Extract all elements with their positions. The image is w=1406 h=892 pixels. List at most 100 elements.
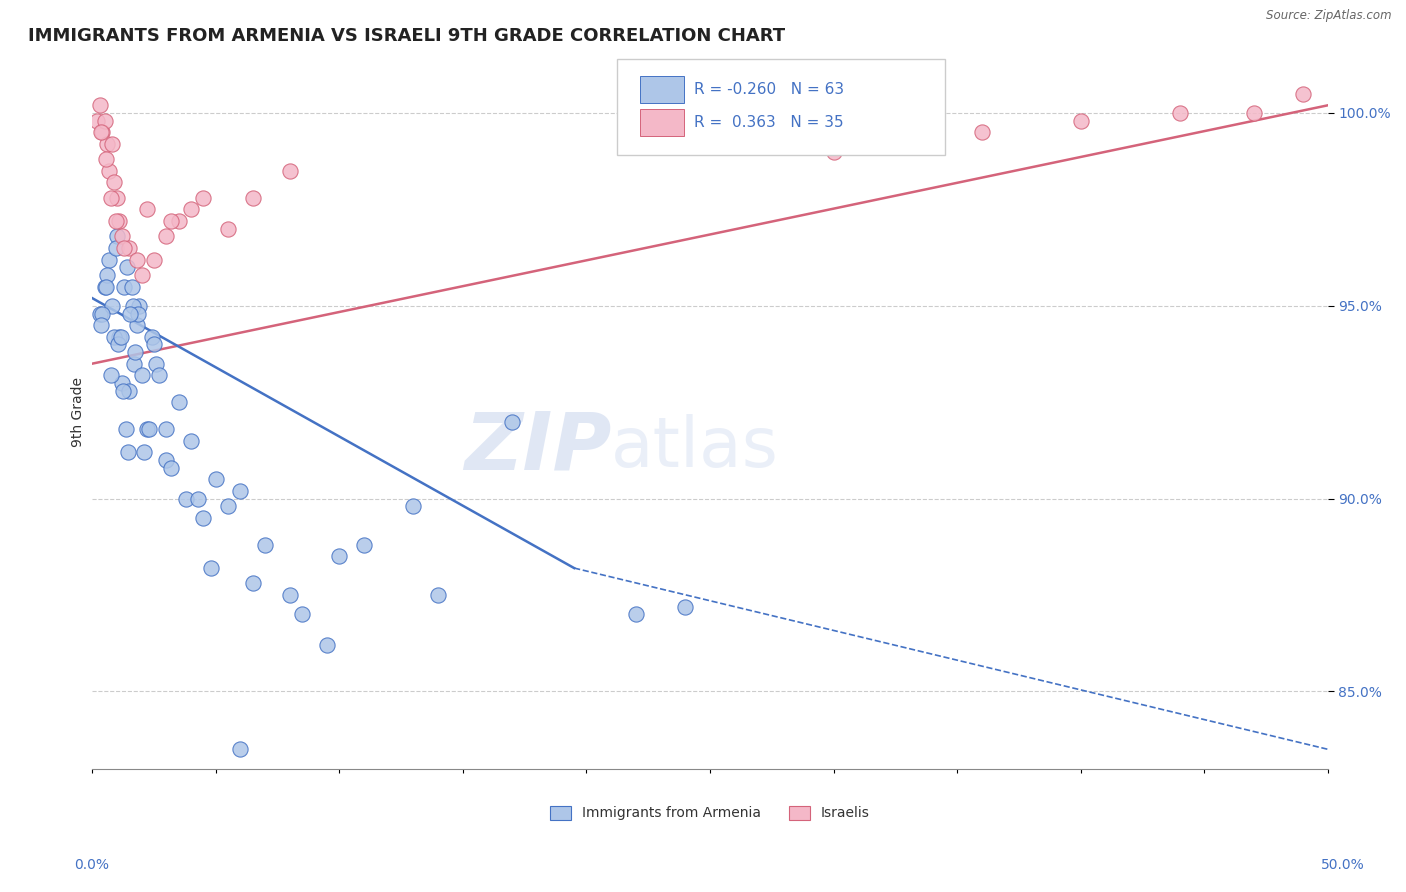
Point <box>101 136 124 151</box>
Point <box>89 98 111 112</box>
Point <box>120 306 142 320</box>
Point <box>174 491 197 506</box>
Point <box>122 357 145 371</box>
Point <box>115 260 138 275</box>
Point <box>291 607 314 622</box>
Point <box>104 214 127 228</box>
Point <box>167 214 190 228</box>
Point <box>122 299 145 313</box>
Point <box>112 384 135 398</box>
Point <box>98 252 121 267</box>
Point <box>402 500 425 514</box>
Point <box>131 268 153 282</box>
Point <box>501 415 523 429</box>
Point <box>217 500 239 514</box>
Point <box>353 538 375 552</box>
Point <box>86 113 108 128</box>
Point <box>108 214 131 228</box>
Point <box>91 125 114 139</box>
Point <box>160 214 183 228</box>
Point <box>118 384 141 398</box>
Point <box>316 638 339 652</box>
Point <box>155 453 177 467</box>
Point <box>217 221 239 235</box>
Point <box>94 153 117 167</box>
FancyBboxPatch shape <box>617 59 945 155</box>
Point <box>328 549 350 564</box>
Point <box>278 588 301 602</box>
Text: 0.0%: 0.0% <box>75 858 108 872</box>
Text: R =  0.363   N = 35: R = 0.363 N = 35 <box>695 115 844 130</box>
Point <box>96 268 118 282</box>
Point <box>90 318 112 332</box>
Point <box>970 125 993 139</box>
Legend: Immigrants from Armenia, Israelis: Immigrants from Armenia, Israelis <box>544 800 876 826</box>
Point <box>93 279 115 293</box>
Point <box>100 191 122 205</box>
Point <box>160 460 183 475</box>
Text: 50.0%: 50.0% <box>1320 858 1365 872</box>
Point <box>100 368 122 383</box>
Text: atlas: atlas <box>612 414 779 481</box>
Point <box>242 576 264 591</box>
Point <box>427 588 450 602</box>
Point <box>125 318 148 332</box>
Point <box>93 113 115 128</box>
Point <box>108 329 131 343</box>
Text: IMMIGRANTS FROM ARMENIA VS ISRAELI 9TH GRADE CORRELATION CHART: IMMIGRANTS FROM ARMENIA VS ISRAELI 9TH G… <box>28 27 785 45</box>
Point <box>118 241 141 255</box>
Point <box>131 368 153 383</box>
Point <box>143 252 166 267</box>
Point <box>193 191 215 205</box>
Point <box>138 422 160 436</box>
Point <box>673 599 696 614</box>
Point <box>114 422 136 436</box>
Point <box>145 357 167 371</box>
Point <box>94 279 117 293</box>
Point <box>1168 106 1191 120</box>
Point <box>167 395 190 409</box>
Point <box>89 306 111 320</box>
Point <box>278 164 301 178</box>
Point <box>624 607 647 622</box>
Point <box>1292 87 1315 101</box>
Point <box>148 368 170 383</box>
Point <box>200 561 222 575</box>
Point <box>229 742 252 756</box>
Point <box>135 202 157 217</box>
Point <box>141 329 163 343</box>
Point <box>823 145 845 159</box>
Point <box>104 241 127 255</box>
Point <box>155 422 177 436</box>
Point <box>180 434 202 448</box>
Point <box>135 422 157 436</box>
Text: Source: ZipAtlas.com: Source: ZipAtlas.com <box>1267 9 1392 22</box>
Point <box>155 229 177 244</box>
Point <box>111 376 134 390</box>
FancyBboxPatch shape <box>640 76 685 103</box>
Point <box>204 472 226 486</box>
Point <box>90 125 112 139</box>
Point <box>103 329 125 343</box>
Point <box>1243 106 1265 120</box>
Point <box>229 483 252 498</box>
Point <box>121 279 143 293</box>
Point <box>101 299 124 313</box>
Point <box>125 252 148 267</box>
Text: ZIP: ZIP <box>464 409 612 486</box>
Point <box>91 306 114 320</box>
Point <box>132 445 155 459</box>
Point <box>180 202 202 217</box>
Point <box>127 306 149 320</box>
Point <box>105 191 128 205</box>
Point <box>105 229 128 244</box>
Text: R = -0.260   N = 63: R = -0.260 N = 63 <box>695 82 844 97</box>
Point <box>96 136 118 151</box>
Y-axis label: 9th Grade: 9th Grade <box>72 377 86 447</box>
Point <box>254 538 277 552</box>
Point <box>143 337 166 351</box>
Point <box>1070 113 1092 128</box>
Point <box>128 299 150 313</box>
Point <box>117 445 139 459</box>
FancyBboxPatch shape <box>640 110 685 136</box>
